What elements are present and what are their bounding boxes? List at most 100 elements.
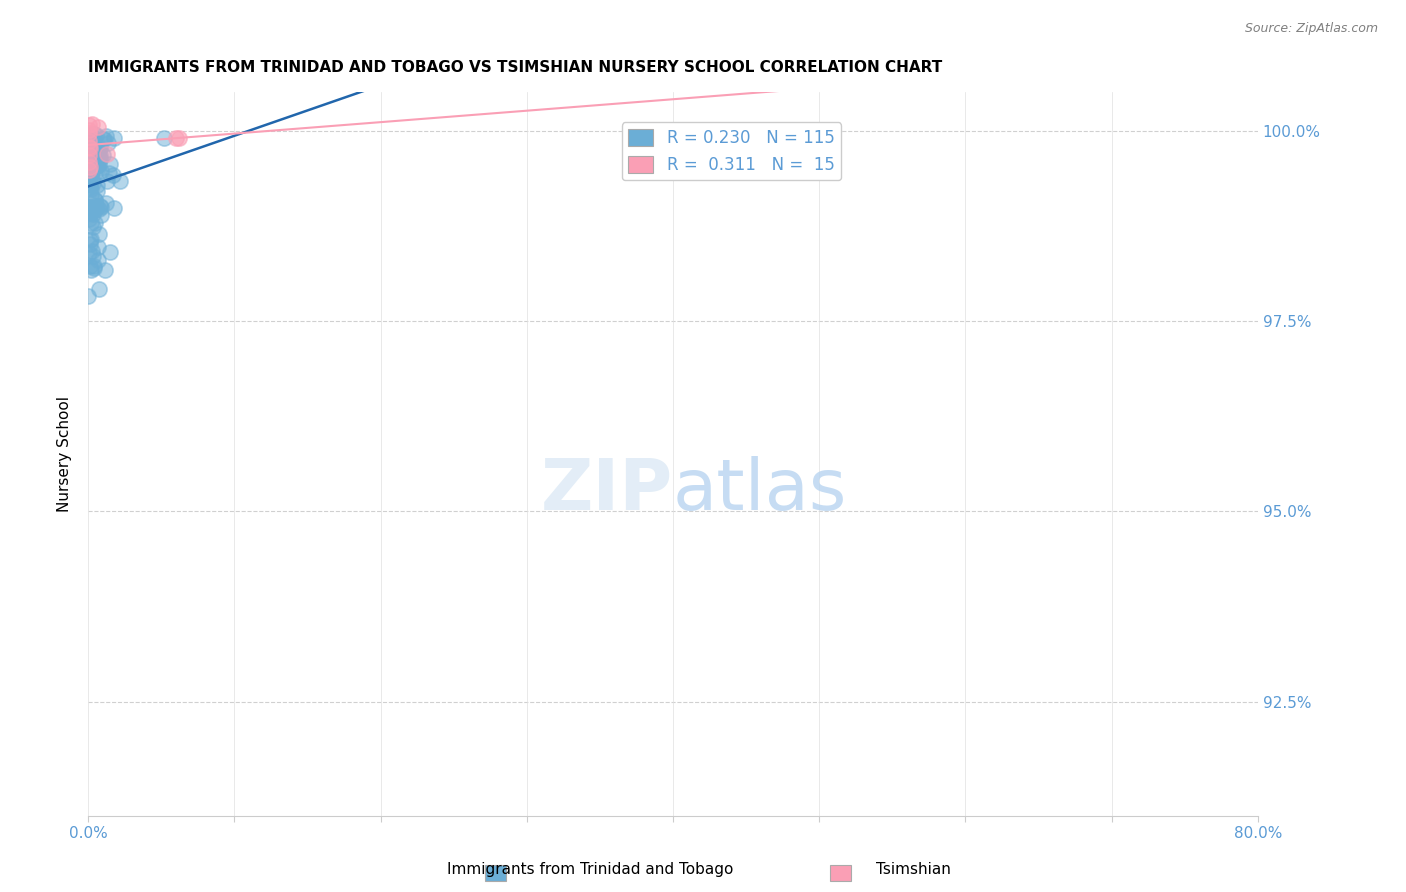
Point — [89, 141, 111, 155]
Text: Immigrants from Trinidad and Tobago: Immigrants from Trinidad and Tobago — [447, 863, 734, 877]
Point — [77, 135, 100, 149]
Point — [80, 205, 103, 219]
Point — [77, 118, 100, 132]
Point — [82, 117, 104, 131]
Point — [86, 200, 108, 214]
Point — [77, 155, 100, 169]
Text: IMMIGRANTS FROM TRINIDAD AND TOBAGO VS TSIMSHIAN NURSERY SCHOOL CORRELATION CHAR: IMMIGRANTS FROM TRINIDAD AND TOBAGO VS T… — [89, 60, 942, 75]
Point — [83, 159, 105, 173]
Point — [89, 199, 111, 213]
Text: Source: ZipAtlas.com: Source: ZipAtlas.com — [1244, 22, 1378, 36]
Point — [80, 145, 103, 160]
Point — [77, 205, 100, 219]
Point — [79, 160, 101, 174]
Point — [82, 160, 104, 174]
Text: Tsimshian: Tsimshian — [876, 863, 952, 877]
Point — [86, 145, 108, 160]
Point — [97, 136, 120, 151]
Point — [79, 123, 101, 137]
Point — [79, 233, 101, 247]
Point — [83, 259, 105, 273]
Point — [77, 148, 100, 162]
Point — [82, 220, 104, 235]
Point — [87, 120, 110, 134]
Point — [86, 184, 108, 198]
Point — [167, 131, 190, 145]
Text: atlas: atlas — [673, 456, 848, 524]
Point — [101, 168, 124, 182]
Point — [80, 187, 103, 202]
Point — [83, 193, 105, 207]
Point — [82, 156, 104, 170]
Point — [77, 204, 100, 219]
Point — [79, 153, 101, 168]
Point — [87, 227, 110, 241]
Point — [80, 151, 103, 165]
Point — [79, 246, 101, 260]
Point — [153, 131, 176, 145]
Point — [77, 126, 100, 140]
Point — [84, 153, 107, 167]
Point — [79, 182, 101, 196]
Point — [79, 149, 101, 163]
Point — [77, 133, 100, 147]
Point — [77, 200, 100, 214]
Point — [91, 132, 114, 146]
Point — [94, 128, 117, 143]
Point — [87, 143, 110, 157]
Point — [79, 138, 101, 153]
Point — [80, 263, 103, 277]
Point — [77, 128, 100, 142]
Point — [79, 141, 101, 155]
Point — [80, 232, 103, 246]
Point — [93, 132, 115, 146]
Point — [87, 202, 110, 216]
Point — [77, 156, 100, 170]
Point — [89, 164, 111, 178]
Point — [83, 134, 105, 148]
Point — [87, 252, 110, 267]
Point — [89, 149, 111, 163]
Point — [77, 139, 100, 153]
Point — [79, 180, 101, 194]
Point — [79, 136, 101, 150]
Point — [77, 211, 100, 226]
Point — [83, 261, 105, 276]
Legend: R = 0.230   N = 115, R =  0.311   N =  15: R = 0.230 N = 115, R = 0.311 N = 15 — [621, 122, 841, 180]
Point — [80, 142, 103, 156]
Point — [79, 236, 101, 251]
Point — [87, 282, 110, 296]
Point — [96, 174, 118, 188]
Point — [87, 153, 110, 167]
Point — [77, 131, 100, 145]
Point — [77, 178, 100, 193]
Point — [82, 207, 104, 221]
Point — [82, 158, 104, 172]
Point — [82, 244, 104, 259]
Point — [77, 153, 100, 168]
Point — [165, 131, 187, 145]
Point — [77, 155, 100, 169]
Point — [89, 149, 111, 163]
Point — [103, 131, 125, 145]
Point — [77, 289, 100, 303]
Point — [82, 249, 104, 263]
Point — [84, 202, 107, 217]
Point — [83, 131, 105, 145]
Point — [83, 151, 105, 165]
Point — [91, 148, 114, 162]
Point — [82, 138, 104, 153]
Point — [79, 170, 101, 185]
Point — [79, 200, 101, 214]
Point — [86, 159, 108, 173]
Point — [79, 259, 101, 273]
Point — [80, 170, 103, 185]
Point — [108, 173, 131, 187]
Point — [97, 166, 120, 180]
Point — [83, 216, 105, 230]
Point — [77, 155, 100, 169]
Point — [80, 169, 103, 184]
Point — [84, 193, 107, 207]
Point — [87, 157, 110, 171]
Point — [83, 159, 105, 173]
